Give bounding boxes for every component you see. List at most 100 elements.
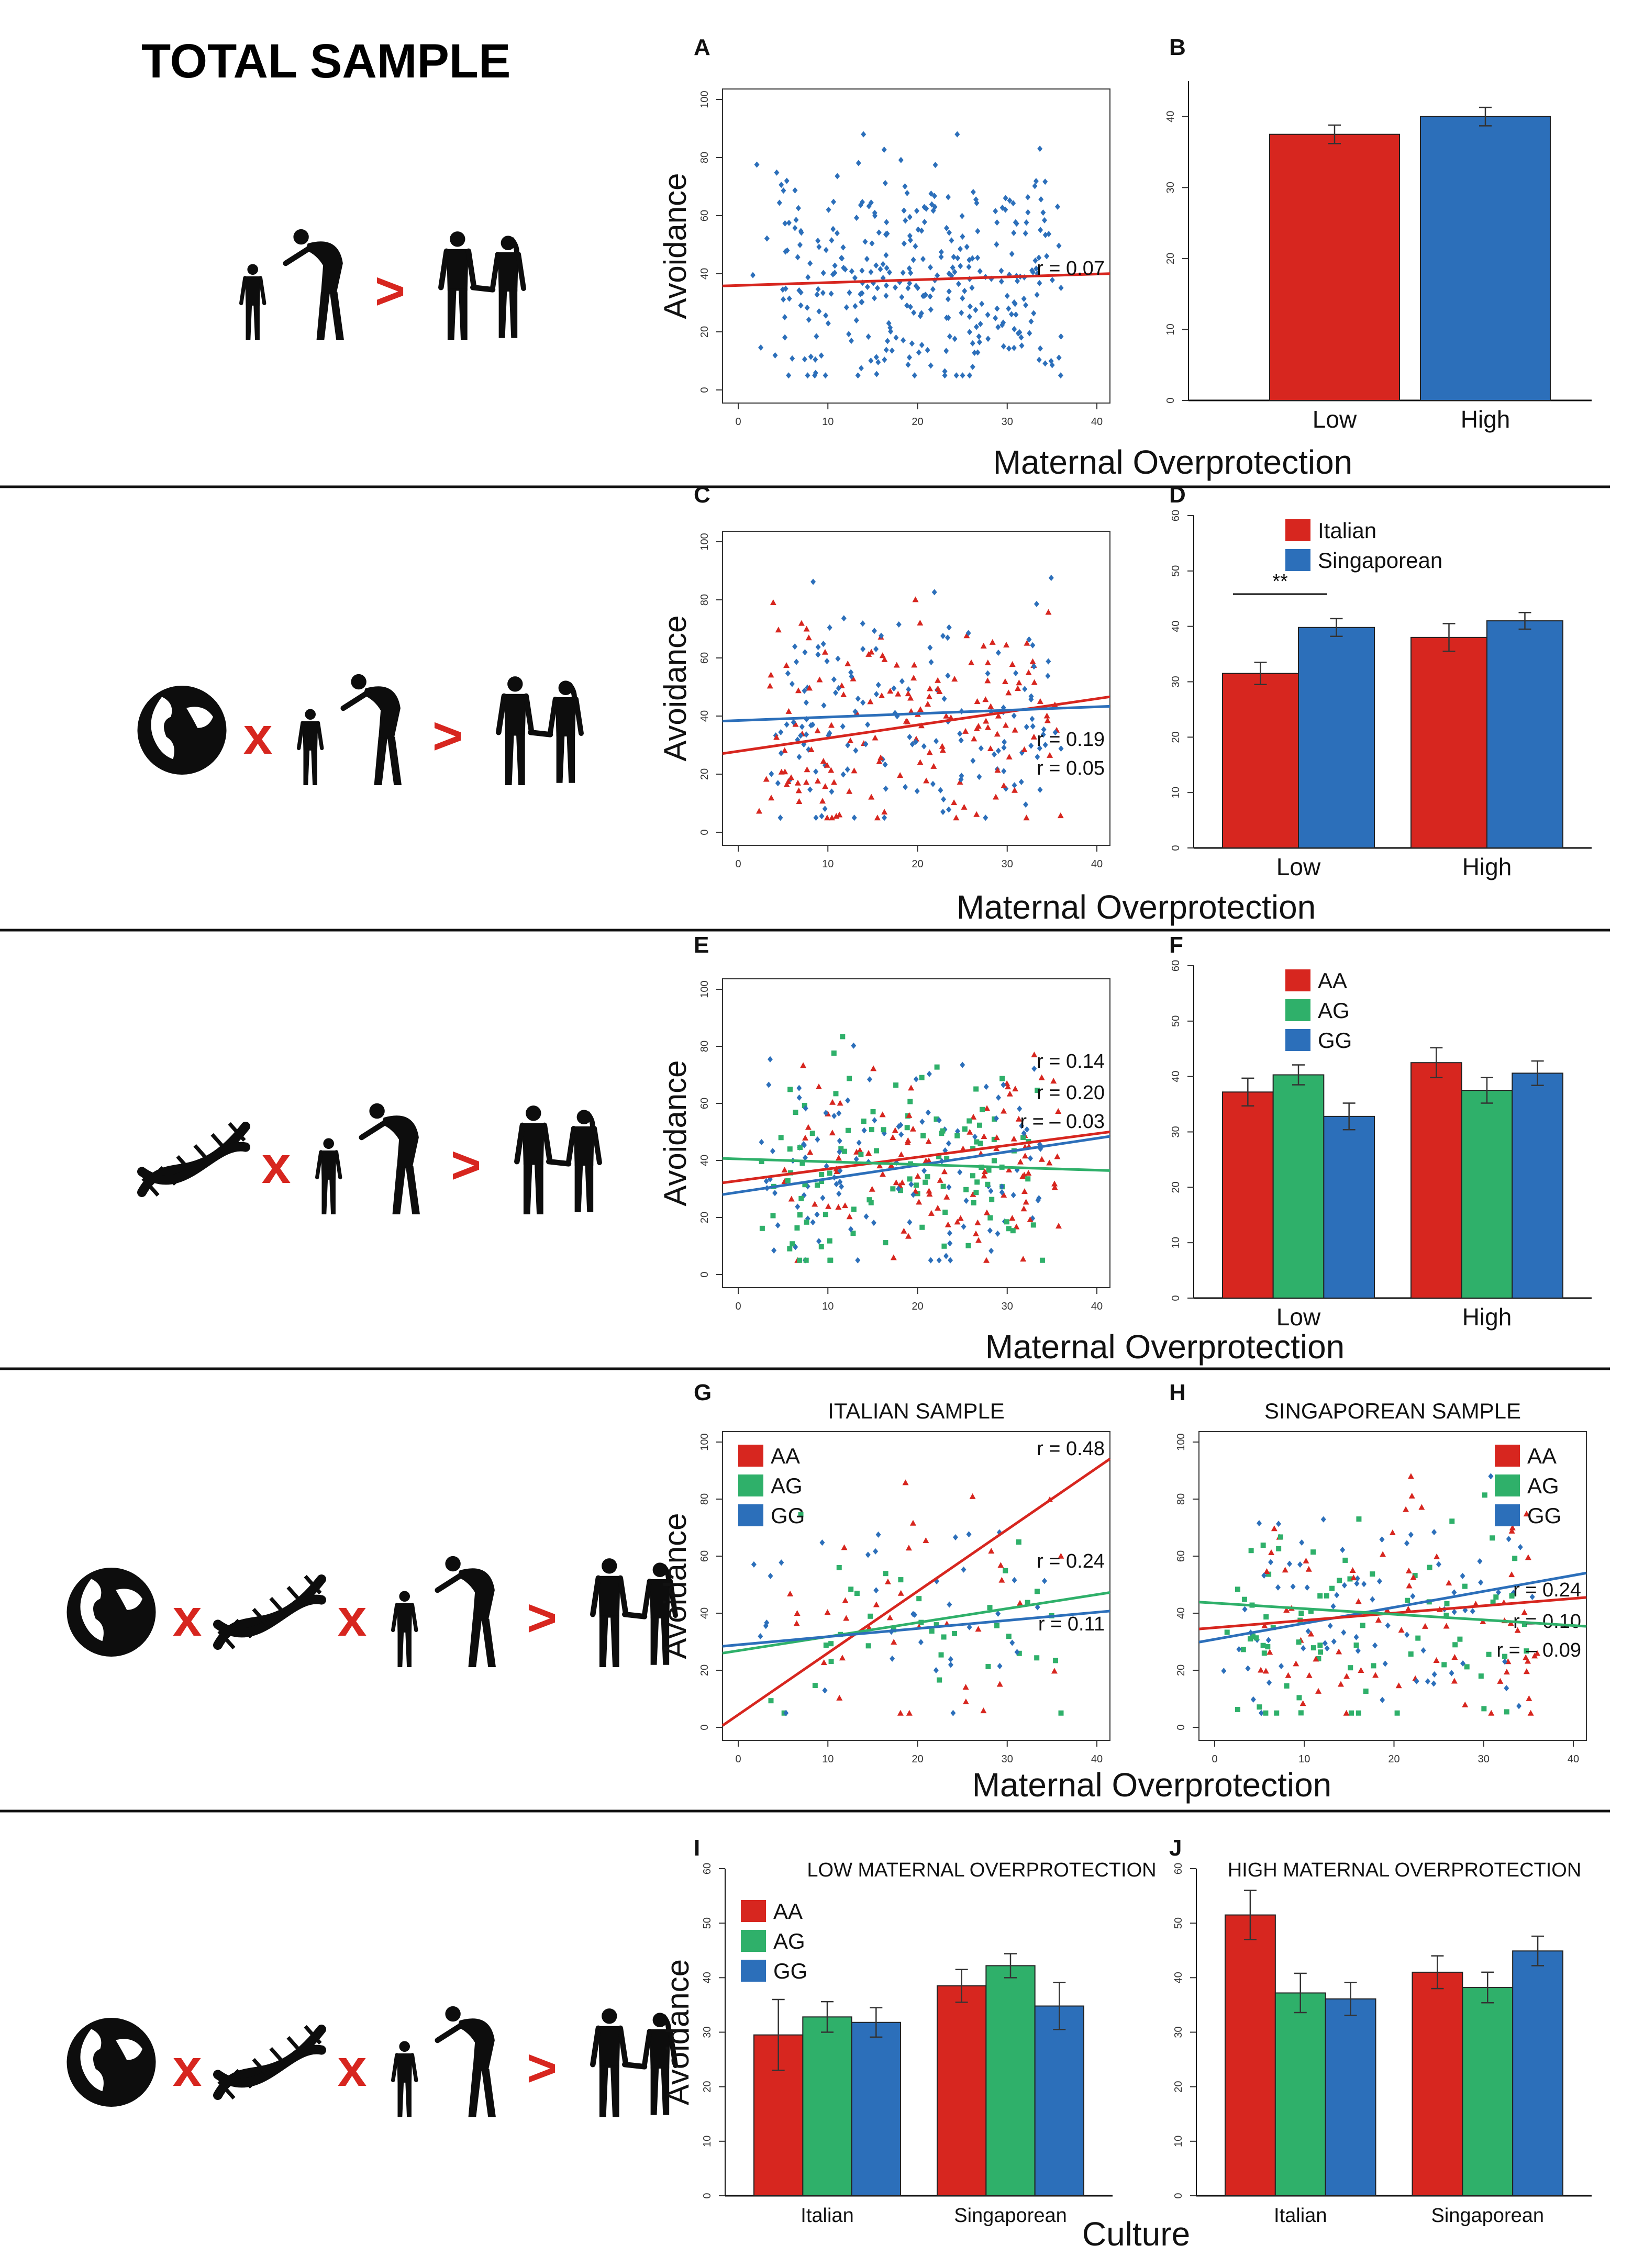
- arm-shape: [340, 690, 371, 711]
- scatter-point: [992, 794, 999, 800]
- scatter-point: [1299, 1539, 1305, 1546]
- y-tick-label: 10: [1165, 323, 1176, 335]
- scatter-point: [1370, 1596, 1375, 1603]
- scatter-point: [980, 1107, 985, 1112]
- y-tick-label: 40: [702, 1972, 713, 1983]
- x-tick-label: 10: [822, 1301, 834, 1312]
- scatter-point: [910, 1611, 916, 1617]
- scatter-point: [781, 187, 786, 194]
- scatter-point: [901, 1227, 907, 1234]
- panel-label: I: [694, 1835, 700, 1861]
- scatter-point: [1502, 1653, 1508, 1659]
- scatter-point: [1308, 1630, 1315, 1637]
- scatter-point: [954, 1133, 960, 1138]
- row5-xlabel: Culture: [1082, 2215, 1190, 2253]
- legend-swatch: [741, 1900, 766, 1922]
- parent-child-icon: [391, 2006, 496, 2117]
- scatter-point: [1023, 301, 1029, 308]
- scatter-point: [1452, 1642, 1458, 1648]
- dna-rung-shape: [141, 1177, 160, 1197]
- scatter-point: [801, 1141, 806, 1147]
- scatter-point: [898, 1188, 904, 1193]
- scatter-point: [1283, 1607, 1290, 1613]
- couple-icon: [438, 231, 526, 340]
- scatter-point: [1034, 1589, 1040, 1594]
- scatter-point: [1027, 1216, 1034, 1222]
- scatter-point: [1462, 1701, 1469, 1707]
- scatter-point: [808, 746, 815, 752]
- scatter-point: [836, 1190, 842, 1197]
- category-label: High: [1462, 853, 1512, 880]
- scatter-point: [893, 662, 900, 668]
- scatter-point: [1037, 786, 1043, 793]
- scatter-point: [1410, 1574, 1417, 1580]
- scatter-point: [1023, 801, 1029, 808]
- scatter-point: [869, 1127, 874, 1133]
- scatter-point: [1049, 276, 1055, 283]
- scatter-point: [895, 690, 902, 697]
- scatter-point: [828, 814, 835, 821]
- y-tick-label: 60: [699, 1098, 710, 1109]
- scatter-point: [938, 249, 944, 255]
- scatter-point: [1048, 357, 1054, 364]
- scatter-point: [830, 226, 836, 232]
- scatter-point: [898, 1131, 904, 1138]
- scatter-point: [779, 182, 784, 188]
- y-tick-label: 20: [1165, 253, 1176, 264]
- scatter-point: [919, 1224, 925, 1230]
- scatter-point: [943, 1193, 950, 1200]
- scatter-point: [824, 814, 830, 821]
- leg-shape: [650, 2066, 659, 2115]
- scatter-point: [899, 1179, 906, 1186]
- scatter-point: [852, 274, 858, 281]
- y-tick-label: 20: [1175, 1664, 1187, 1676]
- scatter-point: [905, 285, 911, 292]
- scatter-point: [1380, 1696, 1385, 1703]
- scatter-point: [810, 1219, 816, 1226]
- scatter-point: [845, 742, 851, 748]
- scatter-point: [859, 267, 865, 274]
- arm-shape: [258, 276, 266, 306]
- y-tick-label: 60: [699, 210, 710, 221]
- scatter-point: [839, 255, 845, 262]
- panel-label: B: [1169, 35, 1186, 60]
- scatter-point: [823, 247, 829, 253]
- scatter-point: [1248, 1548, 1254, 1554]
- scatter-point: [831, 1112, 837, 1119]
- scatter-point: [915, 285, 920, 292]
- scatter-point: [1036, 1195, 1042, 1202]
- scatter-point: [926, 1070, 932, 1077]
- scatter-point: [1329, 1585, 1335, 1591]
- scatter-point: [802, 649, 808, 656]
- continent-shape: [151, 697, 174, 759]
- scatter-point: [999, 1076, 1005, 1081]
- y-tick-label: 60: [1170, 510, 1182, 521]
- holding-hands-shape: [470, 284, 496, 293]
- scatter-point: [943, 1253, 949, 1259]
- scatter-point: [1018, 778, 1024, 785]
- y-tick-label: 80: [699, 1493, 710, 1505]
- scatter-point: [976, 774, 982, 780]
- scatter-point: [856, 1139, 862, 1146]
- scatter-point: [803, 779, 810, 785]
- scatter-point: [1051, 1668, 1058, 1674]
- y-tick-label: 30: [1170, 1126, 1182, 1137]
- scatter-point: [932, 162, 938, 169]
- arm-shape: [490, 251, 501, 291]
- scatter-point: [759, 1225, 765, 1231]
- scatter-point: [1248, 1636, 1253, 1642]
- scatter-point: [984, 660, 991, 666]
- y-tick-label: 100: [1175, 1433, 1187, 1450]
- scatter-point: [756, 808, 762, 814]
- couple-icon: [590, 2008, 678, 2117]
- scatter-point: [846, 331, 852, 338]
- scatter-point: [988, 1188, 994, 1194]
- scatter-point: [1221, 1668, 1227, 1674]
- globe-icon: [66, 2018, 156, 2107]
- y-tick-label: 40: [1170, 1071, 1182, 1082]
- scatter-point: [1003, 1568, 1008, 1573]
- scatter-point: [1509, 1524, 1516, 1530]
- scatter-point: [1529, 1593, 1535, 1600]
- scatter-point: [1414, 1678, 1419, 1684]
- scatter-point: [798, 228, 804, 234]
